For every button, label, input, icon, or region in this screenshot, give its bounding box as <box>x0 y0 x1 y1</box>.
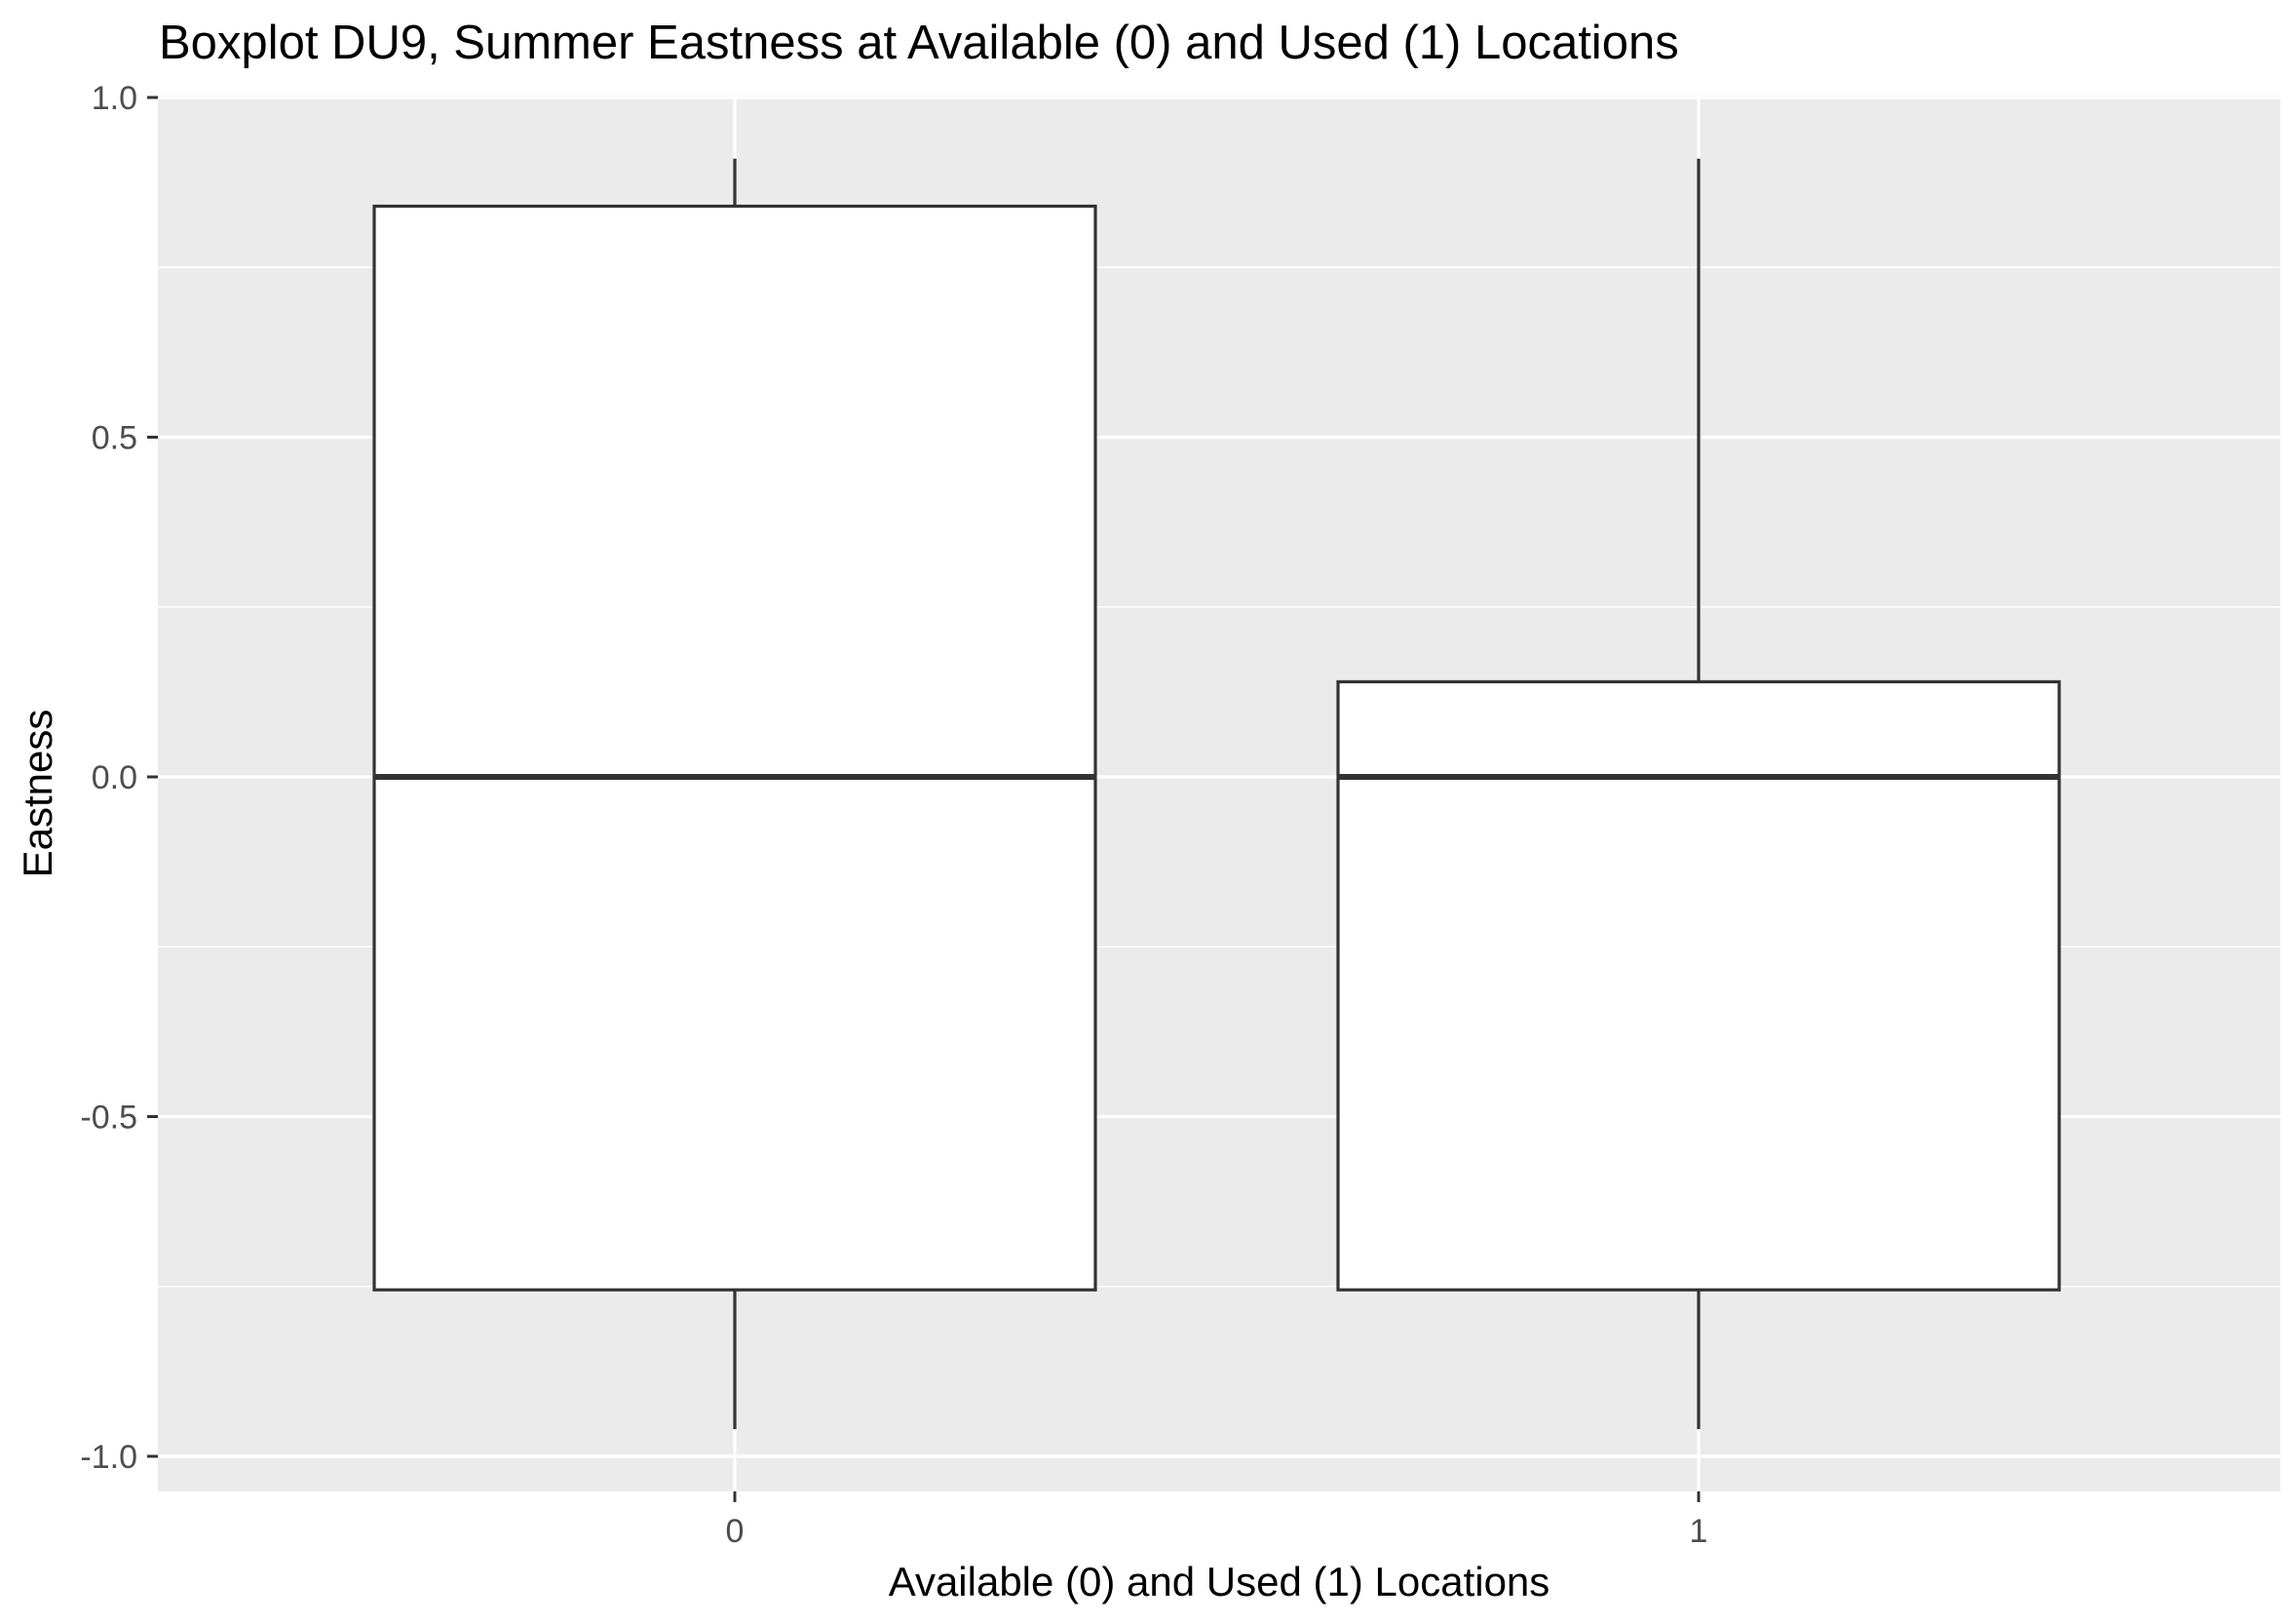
box-group-0 <box>372 158 1097 1430</box>
x-tick-label: 1 <box>1690 1513 1708 1550</box>
y-tick-label: -0.5 <box>80 1100 137 1137</box>
y-tick-label: 1.0 <box>92 80 137 117</box>
box-series <box>372 158 2061 1430</box>
y-tick-label: 0.0 <box>92 759 137 796</box>
x-axis-title: Available (0) and Used (1) Locations <box>889 1559 1550 1604</box>
y-tick-label: 0.5 <box>92 420 137 457</box>
x-tick-label: 0 <box>726 1513 745 1550</box>
y-axis: -1.0 -0.5 0.0 0.5 1.0 <box>80 80 158 1476</box>
box-group-1 <box>1336 158 2061 1430</box>
chart-title: Boxplot DU9, Summer Eastness at Availabl… <box>159 17 1679 69</box>
y-axis-title: Eastness <box>15 710 60 878</box>
box-iqr <box>372 204 1097 1292</box>
y-tick-label: -1.0 <box>80 1439 137 1476</box>
box-iqr <box>1336 679 2061 1292</box>
